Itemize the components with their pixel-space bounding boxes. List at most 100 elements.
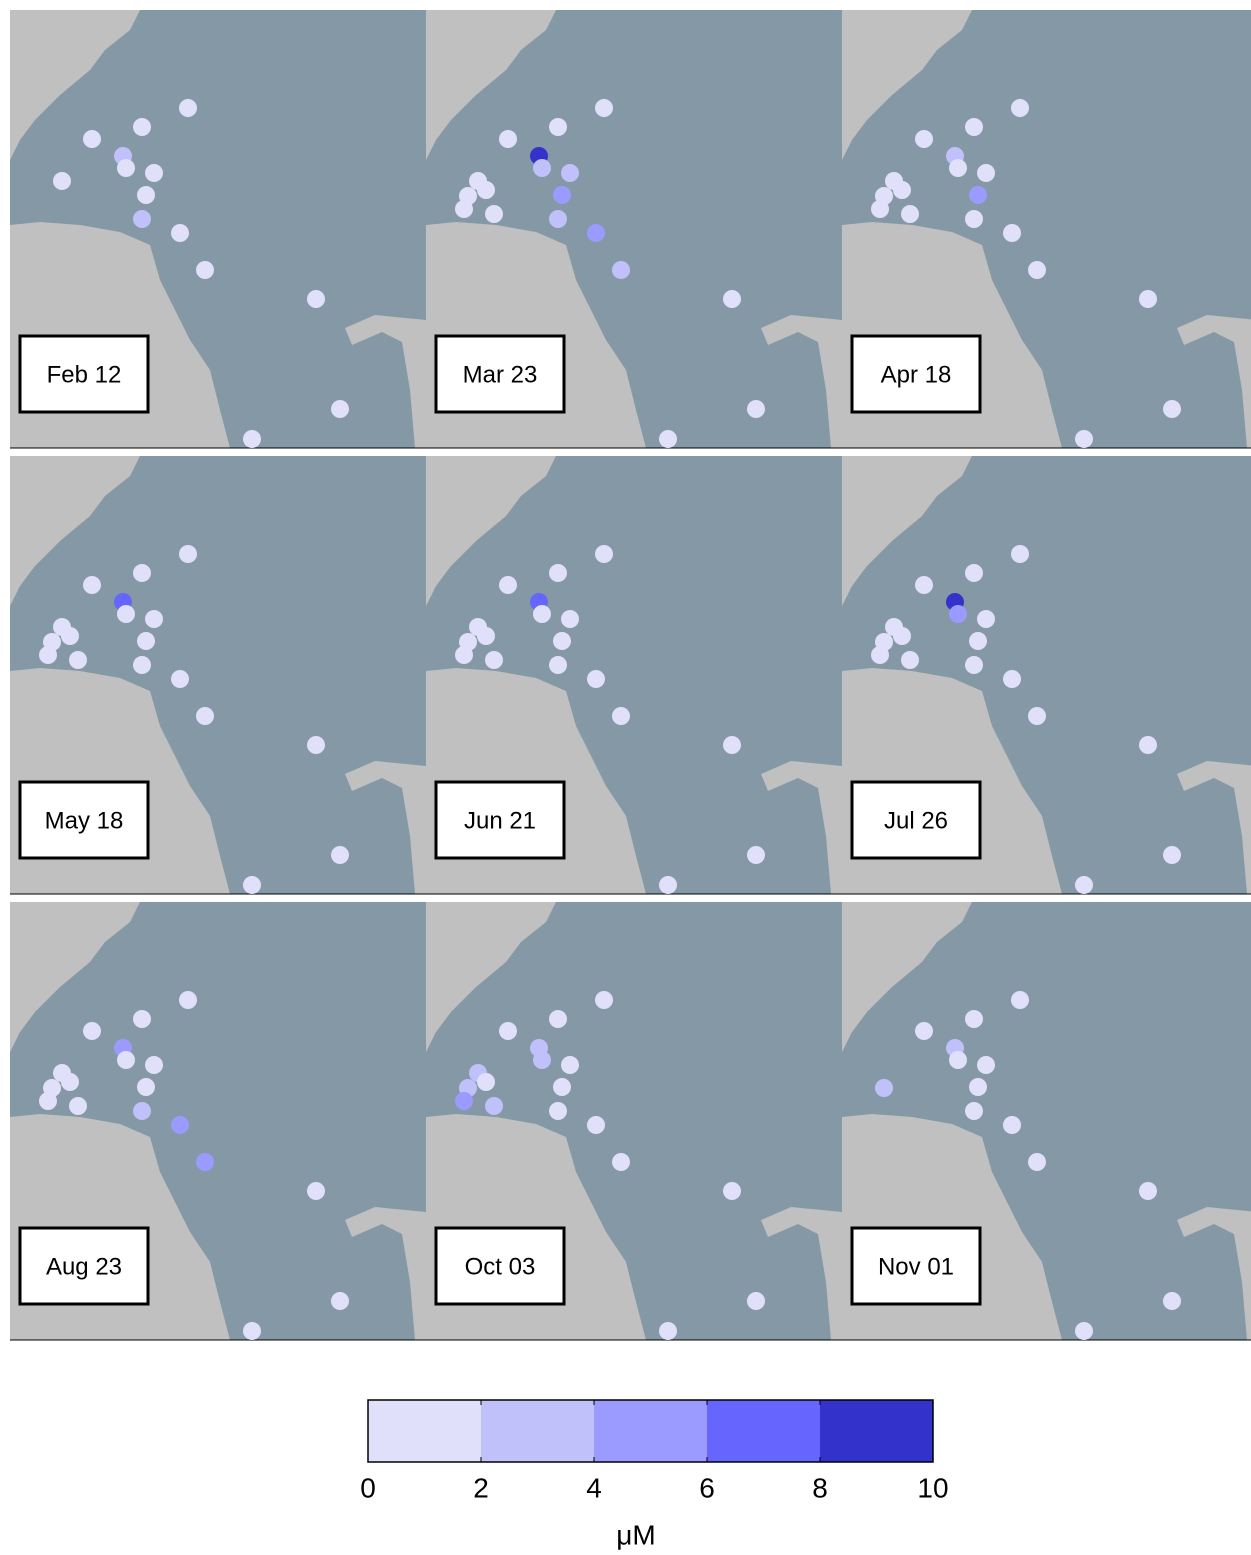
map-panel: Jul 26 — [842, 456, 1251, 895]
station — [196, 707, 214, 725]
station — [659, 430, 677, 448]
station — [1139, 1182, 1157, 1200]
station — [133, 1102, 151, 1120]
station — [171, 670, 189, 688]
panel-label: Nov 01 — [878, 1253, 954, 1280]
colorbar: 0 2 4 6 8 10 — [360, 1399, 949, 1503]
station — [1163, 400, 1181, 418]
station — [485, 1097, 503, 1115]
station — [307, 736, 325, 754]
station — [915, 1022, 933, 1040]
station — [1075, 876, 1093, 894]
colorbar-tick-label: 10 — [917, 1472, 948, 1503]
station — [477, 181, 495, 199]
station — [83, 576, 101, 594]
station — [969, 1078, 987, 1096]
station — [179, 991, 197, 1009]
station — [455, 646, 473, 664]
land — [426, 902, 556, 1052]
station — [1139, 736, 1157, 754]
station — [243, 1322, 261, 1340]
land — [345, 761, 426, 894]
colorbar-bin — [368, 1400, 481, 1462]
station — [549, 656, 567, 674]
map-panel: Nov 01 — [842, 902, 1251, 1341]
station — [965, 564, 983, 582]
station — [1139, 290, 1157, 308]
land — [842, 902, 972, 1052]
station — [196, 1153, 214, 1171]
station — [145, 610, 163, 628]
station — [595, 545, 613, 563]
station — [533, 159, 551, 177]
station — [145, 164, 163, 182]
station — [39, 1092, 57, 1110]
station — [137, 186, 155, 204]
land — [426, 456, 556, 606]
panel-label: Feb 12 — [47, 361, 122, 388]
land — [761, 761, 842, 894]
station — [549, 118, 567, 136]
panel-label: Mar 23 — [463, 361, 538, 388]
station — [485, 205, 503, 223]
station — [561, 1056, 579, 1074]
station — [901, 205, 919, 223]
station — [133, 118, 151, 136]
station — [1075, 430, 1093, 448]
label-box — [18, 1226, 150, 1306]
land — [1177, 1207, 1251, 1340]
station — [587, 224, 605, 242]
station — [331, 846, 349, 864]
station — [561, 610, 579, 628]
map-panel: Mar 23 — [426, 10, 842, 449]
station — [477, 627, 495, 645]
station — [595, 99, 613, 117]
station — [117, 159, 135, 177]
station — [969, 186, 987, 204]
land — [1177, 761, 1251, 894]
station — [871, 200, 889, 218]
colorbar-bin — [820, 1400, 933, 1462]
label-box — [18, 334, 150, 414]
station — [612, 1153, 630, 1171]
station — [61, 1073, 79, 1091]
label-box — [18, 780, 150, 860]
station — [1028, 1153, 1046, 1171]
station — [747, 400, 765, 418]
label-box — [434, 1226, 566, 1306]
panel-label: Jul 26 — [884, 807, 948, 834]
station — [499, 576, 517, 594]
station — [553, 1078, 571, 1096]
colorbar-label: μM — [616, 1519, 655, 1550]
station — [612, 707, 630, 725]
station — [549, 1010, 567, 1028]
station — [69, 1097, 87, 1115]
station — [133, 656, 151, 674]
station — [196, 261, 214, 279]
panels: Feb 12 Mar 23 Apr 18 May 18 Jun 21 Jul 26 Aug … — [10, 10, 1251, 1341]
station — [1003, 1116, 1021, 1134]
station — [1028, 261, 1046, 279]
station — [243, 430, 261, 448]
label-box — [850, 334, 982, 414]
label-box — [850, 780, 982, 860]
station — [965, 1102, 983, 1120]
map-panel: Feb 12 — [10, 10, 426, 449]
map-panel: Jun 21 — [426, 456, 842, 895]
station — [915, 130, 933, 148]
station — [587, 1116, 605, 1134]
station — [133, 564, 151, 582]
station — [477, 1073, 495, 1091]
colorbar-tick-label: 6 — [699, 1472, 715, 1503]
land — [1177, 315, 1251, 448]
station — [1163, 846, 1181, 864]
station — [455, 200, 473, 218]
station — [871, 646, 889, 664]
station — [137, 632, 155, 650]
station — [243, 876, 261, 894]
station — [1163, 1292, 1181, 1310]
station — [549, 210, 567, 228]
station — [39, 646, 57, 664]
station — [595, 991, 613, 1009]
station — [549, 564, 567, 582]
